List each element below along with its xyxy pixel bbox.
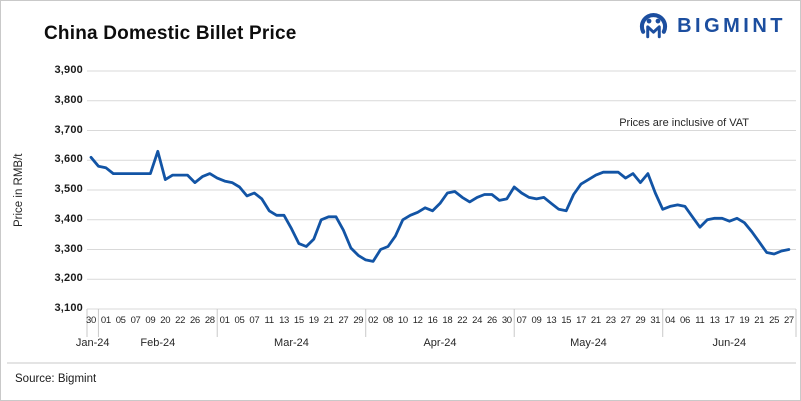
x-day-tick: 16 — [427, 315, 438, 326]
x-day-tick: 31 — [650, 315, 661, 326]
x-day-tick: 15 — [293, 315, 304, 326]
x-day-tick: 07 — [516, 315, 527, 326]
vat-note: Prices are inclusive of VAT — [619, 117, 749, 129]
y-tick-label: 3,300 — [54, 242, 83, 255]
x-day-tick: 08 — [383, 315, 393, 326]
x-day-tick: 26 — [189, 315, 200, 326]
y-tick-label: 3,700 — [54, 123, 83, 136]
x-day-tick: 27 — [338, 315, 349, 326]
x-day-tick: 11 — [695, 315, 705, 326]
x-day-tick: 22 — [457, 315, 468, 326]
x-day-tick: 24 — [472, 315, 483, 326]
chart-title: China Domestic Billet Price — [44, 23, 297, 44]
x-day-tick: 28 — [204, 315, 215, 326]
brand-wordmark: BIGMINT — [677, 14, 786, 37]
x-month-label: Feb-24 — [140, 337, 176, 349]
x-day-tick: 21 — [754, 315, 765, 326]
x-day-tick: 19 — [308, 315, 319, 326]
x-day-tick: 30 — [86, 315, 96, 326]
x-day-tick: 11 — [264, 315, 275, 326]
y-tick-label: 3,500 — [54, 183, 83, 195]
y-tick-label: 3,900 — [54, 64, 83, 76]
x-day-tick: 22 — [175, 315, 186, 326]
x-day-tick: 17 — [724, 315, 735, 326]
x-day-tick: 09 — [145, 315, 156, 326]
brand-logo: BIGMINT — [637, 8, 786, 44]
x-day-tick: 25 — [769, 315, 780, 326]
x-day-tick: 06 — [680, 315, 690, 326]
y-tick-label: 3,600 — [54, 153, 83, 166]
x-day-tick: 29 — [353, 315, 364, 326]
x-day-tick: 26 — [486, 315, 497, 326]
x-day-tick: 09 — [531, 315, 542, 326]
x-month-label: Jan-24 — [75, 337, 110, 349]
x-day-tick: 01 — [219, 315, 230, 326]
x-day-tick: 30 — [501, 315, 512, 326]
x-day-tick: 27 — [783, 315, 794, 326]
x-day-tick: 02 — [368, 315, 379, 326]
x-day-tick: 10 — [397, 315, 408, 326]
x-day-tick: 17 — [576, 315, 587, 326]
x-day-tick: 05 — [234, 315, 245, 326]
x-month-label: May-24 — [570, 337, 607, 349]
x-day-tick: 13 — [279, 315, 290, 326]
x-day-tick: 07 — [249, 315, 260, 326]
x-day-tick: 21 — [323, 315, 334, 326]
x-day-tick: 01 — [100, 315, 111, 326]
y-tick-label: 3,800 — [54, 93, 83, 106]
x-month-label: Mar-24 — [274, 337, 309, 349]
x-day-tick: 13 — [546, 315, 557, 326]
x-day-tick: 12 — [412, 315, 423, 326]
y-tick-label: 3,400 — [54, 212, 83, 225]
x-day-tick: 18 — [442, 315, 453, 326]
y-tick-label: 3,200 — [54, 272, 83, 285]
x-month-label: Jun-24 — [712, 337, 747, 349]
x-day-tick: 20 — [160, 315, 171, 326]
y-tick-label: 3,100 — [54, 302, 83, 314]
x-month-label: Apr-24 — [423, 337, 457, 349]
x-day-tick: 05 — [115, 315, 126, 326]
price-line — [89, 149, 791, 263]
x-day-tick: 07 — [130, 315, 141, 326]
x-day-tick: 21 — [590, 315, 601, 326]
x-day-tick: 23 — [605, 315, 616, 326]
x-day-tick: 04 — [665, 315, 676, 326]
x-day-tick: 27 — [620, 315, 631, 326]
x-day-tick: 19 — [739, 315, 750, 326]
x-day-tick: 29 — [635, 315, 646, 326]
x-day-tick: 15 — [561, 315, 572, 326]
bigmint-mascot-icon — [637, 8, 670, 44]
x-day-tick: 13 — [709, 315, 720, 326]
source-note: Source: Bigmint — [15, 373, 97, 385]
